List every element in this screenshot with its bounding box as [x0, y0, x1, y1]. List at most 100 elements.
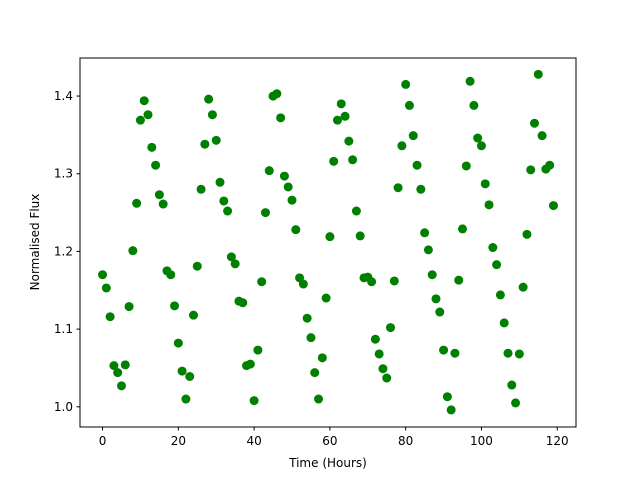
point [465, 76, 475, 86]
x-tick-label: 0 [99, 434, 107, 448]
point [393, 183, 403, 193]
point [545, 160, 555, 170]
point [287, 195, 297, 205]
point [442, 392, 452, 402]
point [204, 94, 214, 104]
x-axis-label: Time (Hours) [288, 456, 367, 470]
point [249, 396, 259, 406]
point [321, 293, 331, 303]
point [439, 345, 449, 355]
point [340, 111, 350, 121]
point [223, 206, 233, 216]
point [511, 398, 521, 408]
point [450, 348, 460, 358]
point [253, 345, 263, 355]
point [219, 196, 229, 206]
point [435, 307, 445, 317]
point [215, 177, 225, 187]
point [101, 283, 111, 293]
point [522, 229, 532, 239]
point [276, 113, 286, 123]
point [283, 182, 293, 192]
point [336, 99, 346, 109]
point [416, 184, 426, 194]
y-tick-label: 1.0 [54, 400, 73, 414]
point [105, 312, 115, 322]
point [124, 302, 134, 312]
point [355, 231, 365, 241]
x-tick-label: 120 [546, 434, 569, 448]
point [488, 243, 498, 253]
point [188, 310, 198, 320]
point [120, 360, 130, 370]
y-tick-label: 1.4 [54, 89, 73, 103]
point [382, 373, 392, 383]
point [469, 100, 479, 110]
point [351, 206, 361, 216]
y-axis-label: Normalised Flux [28, 194, 42, 291]
point [344, 136, 354, 146]
point [132, 198, 142, 208]
point [272, 89, 282, 99]
point [298, 279, 308, 289]
point [226, 252, 236, 262]
point [139, 96, 149, 106]
point [230, 259, 240, 269]
point [507, 380, 517, 390]
point [260, 208, 270, 218]
point [484, 200, 494, 210]
point [530, 118, 540, 128]
x-tick-label: 80 [398, 434, 413, 448]
point [401, 79, 411, 89]
point [476, 141, 486, 151]
point [431, 294, 441, 304]
point [412, 160, 422, 170]
point [397, 141, 407, 151]
point [548, 201, 558, 211]
point [423, 245, 433, 255]
point [98, 270, 108, 280]
point [386, 323, 396, 333]
x-tick-label: 40 [246, 434, 261, 448]
point [492, 260, 502, 270]
point [207, 110, 217, 120]
point [533, 69, 543, 79]
point [151, 160, 161, 170]
point [514, 349, 524, 359]
point [454, 275, 464, 285]
point [427, 270, 437, 280]
point [306, 333, 316, 343]
point [264, 166, 274, 176]
point [461, 161, 471, 171]
point [211, 135, 221, 145]
point [420, 228, 430, 238]
point [310, 368, 320, 378]
y-tick-label: 1.3 [54, 167, 73, 181]
point [370, 334, 380, 344]
point [378, 364, 388, 374]
point [257, 277, 267, 287]
point [302, 313, 312, 323]
point [154, 190, 164, 200]
point [143, 110, 153, 120]
point [480, 179, 490, 189]
point [177, 366, 187, 376]
x-tick-label: 60 [322, 434, 337, 448]
point [245, 359, 255, 369]
point [367, 277, 377, 287]
point [317, 353, 327, 363]
point [446, 405, 456, 415]
x-tick-label: 20 [171, 434, 186, 448]
point [147, 142, 157, 152]
point [389, 276, 399, 286]
point [537, 131, 547, 141]
point [238, 298, 248, 308]
point [192, 261, 202, 271]
y-tick-label: 1.1 [54, 322, 73, 336]
point [518, 282, 528, 292]
x-tick-label: 100 [470, 434, 493, 448]
point [116, 381, 126, 391]
point [503, 348, 513, 358]
point [374, 349, 384, 359]
